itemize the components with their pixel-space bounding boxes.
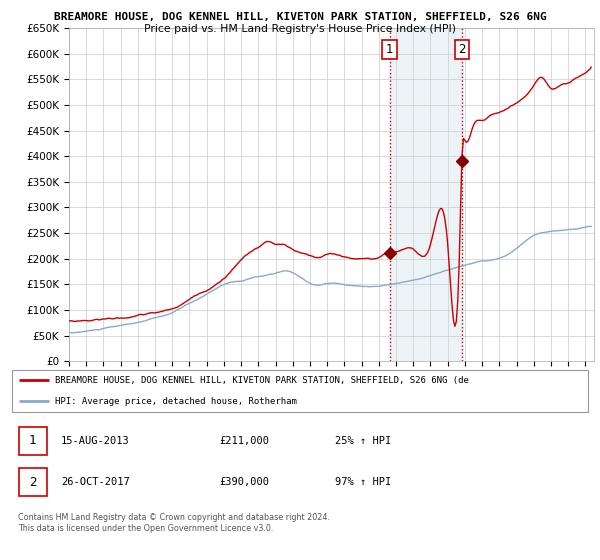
Text: HPI: Average price, detached house, Rotherham: HPI: Average price, detached house, Roth…	[55, 396, 297, 405]
Text: 97% ↑ HPI: 97% ↑ HPI	[335, 477, 391, 487]
Text: £390,000: £390,000	[220, 477, 269, 487]
Text: £211,000: £211,000	[220, 436, 269, 446]
Text: 15-AUG-2013: 15-AUG-2013	[61, 436, 130, 446]
Text: This data is licensed under the Open Government Licence v3.0.: This data is licensed under the Open Gov…	[18, 524, 274, 533]
Text: BREAMORE HOUSE, DOG KENNEL HILL, KIVETON PARK STATION, SHEFFIELD, S26 6NG (de: BREAMORE HOUSE, DOG KENNEL HILL, KIVETON…	[55, 376, 469, 385]
FancyBboxPatch shape	[12, 370, 588, 412]
Text: 26-OCT-2017: 26-OCT-2017	[61, 477, 130, 487]
FancyBboxPatch shape	[19, 468, 47, 496]
Text: BREAMORE HOUSE, DOG KENNEL HILL, KIVETON PARK STATION, SHEFFIELD, S26 6NG: BREAMORE HOUSE, DOG KENNEL HILL, KIVETON…	[53, 12, 547, 22]
Text: 2: 2	[458, 43, 466, 56]
Text: 1: 1	[386, 43, 393, 56]
FancyBboxPatch shape	[19, 427, 47, 455]
Text: 2: 2	[29, 476, 37, 489]
Text: Price paid vs. HM Land Registry's House Price Index (HPI): Price paid vs. HM Land Registry's House …	[144, 24, 456, 34]
Text: 1: 1	[29, 434, 37, 447]
Bar	[389, 28, 462, 361]
Text: 25% ↑ HPI: 25% ↑ HPI	[335, 436, 391, 446]
Text: Contains HM Land Registry data © Crown copyright and database right 2024.: Contains HM Land Registry data © Crown c…	[18, 513, 330, 522]
